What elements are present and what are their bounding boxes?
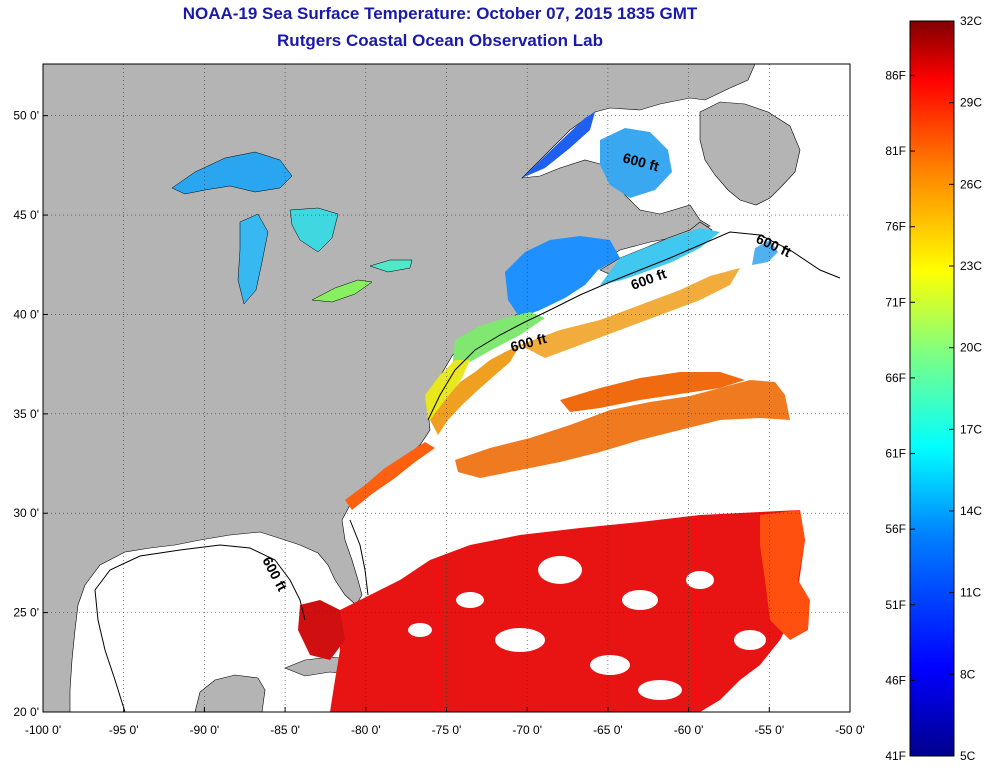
- lake-michigan: [237, 213, 269, 305]
- colorbar-label-celsius: 26C: [960, 177, 982, 191]
- lake-huron: [289, 207, 339, 253]
- lon-tick-label: -60 0': [674, 723, 704, 737]
- sst-cape-hatteras: [430, 345, 520, 435]
- sst-mid-atlantic-shelf: [452, 312, 545, 370]
- map-title: NOAA-19 Sea Surface Temperature: October…: [182, 4, 698, 23]
- lon-tick-label: -65 0': [593, 723, 623, 737]
- colorbar-label-celsius: 8C: [960, 667, 976, 681]
- lat-tick-label: 40 0': [13, 307, 39, 321]
- cloud-north-atlantic: [755, 64, 850, 250]
- colorbar-label-fahrenheit: 41F: [885, 749, 906, 763]
- colorbar-label-celsius: 23C: [960, 259, 982, 273]
- lake-ontario: [369, 259, 413, 273]
- colorbar: [909, 20, 955, 757]
- colorbar-label-fahrenheit: 71F: [885, 295, 906, 309]
- colorbar-label-fahrenheit: 56F: [885, 522, 906, 536]
- colorbar-label-fahrenheit: 61F: [885, 447, 906, 461]
- colorbar-label-celsius: 29C: [960, 96, 982, 110]
- lake-erie: [311, 279, 373, 303]
- lat-tick-label: 30 0': [13, 506, 39, 520]
- lat-tick-label: 20 0': [13, 705, 39, 719]
- lat-tick-label: 45 0': [13, 208, 39, 222]
- lat-tick-label: 25 0': [13, 606, 39, 620]
- lon-tick-label: -80 0': [351, 723, 381, 737]
- colorbar-label-fahrenheit: 81F: [885, 144, 906, 158]
- lon-tick-label: -90 0': [190, 723, 220, 737]
- contour-600ft: [94, 231, 841, 712]
- axis-ticks: -100 0' -95 0' -90 0' -85 0' -80 0' -75 0' -70…: [13, 109, 864, 737]
- lon-tick-label: -50 0': [835, 723, 865, 737]
- colorbar-label-celsius: 32C: [960, 14, 982, 28]
- lon-tick-label: -75 0': [432, 723, 462, 737]
- colorbar-label-celsius: 11C: [960, 586, 981, 600]
- sst-gulf-stream-patches-2: [560, 372, 745, 412]
- colorbar-label-fahrenheit: 46F: [885, 673, 906, 687]
- lat-tick-label: 35 0': [13, 407, 39, 421]
- sst-slope-patches: [520, 268, 740, 358]
- lon-tick-label: -55 0': [754, 723, 784, 737]
- lon-tick-label: -70 0': [512, 723, 542, 737]
- colorbar-label-celsius: 17C: [960, 422, 982, 436]
- land-yucatan: [194, 674, 266, 712]
- sst-gulf-st-lawrence: [600, 128, 672, 198]
- colorbar-label-fahrenheit: 76F: [885, 220, 906, 234]
- colorbar-label-celsius: 14C: [960, 504, 982, 518]
- lat-tick-label: 50 0': [13, 109, 39, 123]
- plot-frame: [42, 63, 851, 713]
- sst-gulf-of-maine: [505, 236, 620, 318]
- colorbar-label-celsius: 20C: [960, 341, 982, 355]
- graticule: [42, 64, 851, 713]
- sst-st-lawrence-river: [522, 112, 595, 178]
- sst-east-warm-edge: [760, 510, 810, 640]
- map-subtitle: Rutgers Coastal Ocean Observation Lab: [277, 31, 603, 50]
- colorbar-label-celsius: 5C: [960, 749, 976, 763]
- colorbar-label-fahrenheit: 51F: [885, 598, 906, 612]
- sst-gulf-stream-patches-1: [455, 380, 790, 478]
- cloud-gaps: [408, 556, 766, 700]
- colorbar-labels: 32C 29C 26C 23C 20C 17C 14C 11C 8C 5C 86F 81F 76F 71F…: [885, 14, 982, 763]
- lon-tick-label: -100 0': [25, 723, 61, 737]
- sst-subtropical-atlantic: [330, 510, 805, 712]
- sst-florida-keys: [298, 600, 345, 660]
- lon-tick-label: -85 0': [270, 723, 300, 737]
- sst-southeast-shelf: [345, 442, 435, 510]
- sst-scotian-shelf: [600, 228, 720, 285]
- lon-tick-label: -95 0': [109, 723, 139, 737]
- sst-newfoundland-east: [752, 240, 778, 265]
- colorbar-label-fahrenheit: 66F: [885, 371, 906, 385]
- land-newfoundland: [699, 101, 801, 206]
- lake-superior: [171, 151, 293, 195]
- sst-chesapeake-shelf: [425, 360, 470, 420]
- colorbar-label-fahrenheit: 86F: [885, 68, 906, 82]
